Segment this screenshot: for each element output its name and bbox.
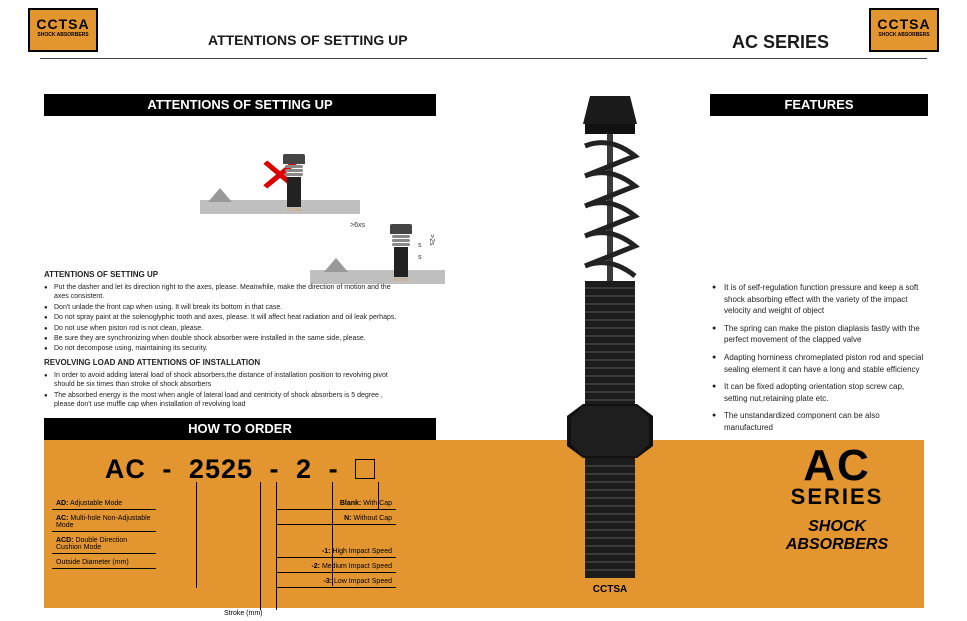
- list-item: Be sure they are synchronizing when doub…: [44, 334, 404, 343]
- list-item: Do not decompose using, maintaining its …: [44, 344, 404, 353]
- attentions-list-1: Put the dasher and let its direction rig…: [44, 283, 404, 354]
- diagram-pivot-1: [208, 188, 232, 202]
- section-bar-features: FEATURES: [710, 94, 928, 116]
- list-item: Do not spray paint at the solenoglyphic …: [44, 313, 404, 322]
- order-left-3: Outside Diameter (mm): [52, 557, 156, 569]
- diagram-absorber-1: CCTSA: [285, 154, 303, 212]
- attentions-heading-2: REVOLVING LOAD AND ATTENTIONS OF INSTALL…: [44, 358, 404, 369]
- brand-name: CCTSA: [30, 16, 96, 32]
- order-right-bot-1: -2: Medium Impact Speed: [276, 561, 396, 573]
- product-image: CCTSA: [555, 86, 665, 606]
- list-item: The unstandardized component can be also…: [712, 410, 928, 433]
- list-item: The absorbed energy is the most when ang…: [44, 391, 404, 410]
- list-item: Adapting horniness chromeplated piston r…: [712, 352, 928, 375]
- attentions-heading-1: ATTENTIONS OF SETTING UP: [44, 270, 404, 281]
- series-t2: SERIES: [747, 484, 927, 510]
- section-bar-how-to-order: HOW TO ORDER: [44, 418, 436, 440]
- list-item: Do not use when piston rod is not clean,…: [44, 324, 404, 333]
- features-list: It is of self-regulation function pressu…: [712, 282, 928, 440]
- order-left-0: AD: Adjustable Mode: [52, 498, 156, 510]
- list-item: It can be fixed adopting orientation sto…: [712, 381, 928, 404]
- brand-sub: SHOCK ABSORBERS: [30, 32, 96, 38]
- series-t4: ABSORBERS: [747, 536, 927, 554]
- list-item: It is of self-regulation function pressu…: [712, 282, 928, 317]
- series-title-block: AC SERIES SHOCK ABSORBERS: [747, 446, 927, 554]
- list-item: Don't unlade the front cap when using. I…: [44, 303, 404, 312]
- dim-6xs: >6xs: [350, 222, 365, 229]
- header-rule: [40, 58, 927, 59]
- series-t3: SHOCK: [747, 518, 927, 536]
- list-item: In order to avoid adding lateral load of…: [44, 371, 404, 390]
- order-right-top-0: Blank: With Cap: [276, 498, 396, 510]
- header-left-title: ATTENTIONS OF SETTING UP: [208, 32, 408, 48]
- order-blank-box: [355, 459, 375, 479]
- order-left-1: AC: Multi-hole Non-Adjustable Mode: [52, 513, 156, 532]
- section-bar-attentions: ATTENTIONS OF SETTING UP: [44, 94, 436, 116]
- attentions-list-2: In order to avoid adding lateral load of…: [44, 371, 404, 410]
- brand-logo-left: CCTSA SHOCK ABSORBERS: [28, 8, 98, 52]
- header-right-title: AC SERIES: [732, 32, 829, 53]
- list-item: The spring can make the piston diaplasis…: [712, 323, 928, 346]
- dim-2s: >2s: [428, 234, 435, 245]
- dim-s2: s: [418, 254, 422, 261]
- order-right-bot-0: -1: High Impact Speed: [276, 546, 396, 558]
- brand-logo-right: CCTSA SHOCK ABSORBERS: [869, 8, 939, 52]
- series-t1: AC: [747, 446, 927, 486]
- order-right-top-1: N: Without Cap: [276, 513, 396, 525]
- order-code: AC - 2525 - 2 -: [44, 454, 436, 485]
- attentions-text: ATTENTIONS OF SETTING UP Put the dasher …: [44, 270, 404, 410]
- how-to-order-block: AC - 2525 - 2 - AD: Adjustable Mode AC: …: [44, 440, 436, 608]
- order-right-bot-2: -3: Low Impact Speed: [276, 576, 396, 588]
- svg-text:CCTSA: CCTSA: [593, 584, 627, 595]
- order-stroke-label: Stroke (mm): [224, 610, 263, 617]
- list-item: Put the dasher and let its direction rig…: [44, 283, 404, 302]
- dim-s1: s: [418, 242, 422, 249]
- order-left-2: ACD: Double Direction Cushion Mode: [52, 535, 156, 554]
